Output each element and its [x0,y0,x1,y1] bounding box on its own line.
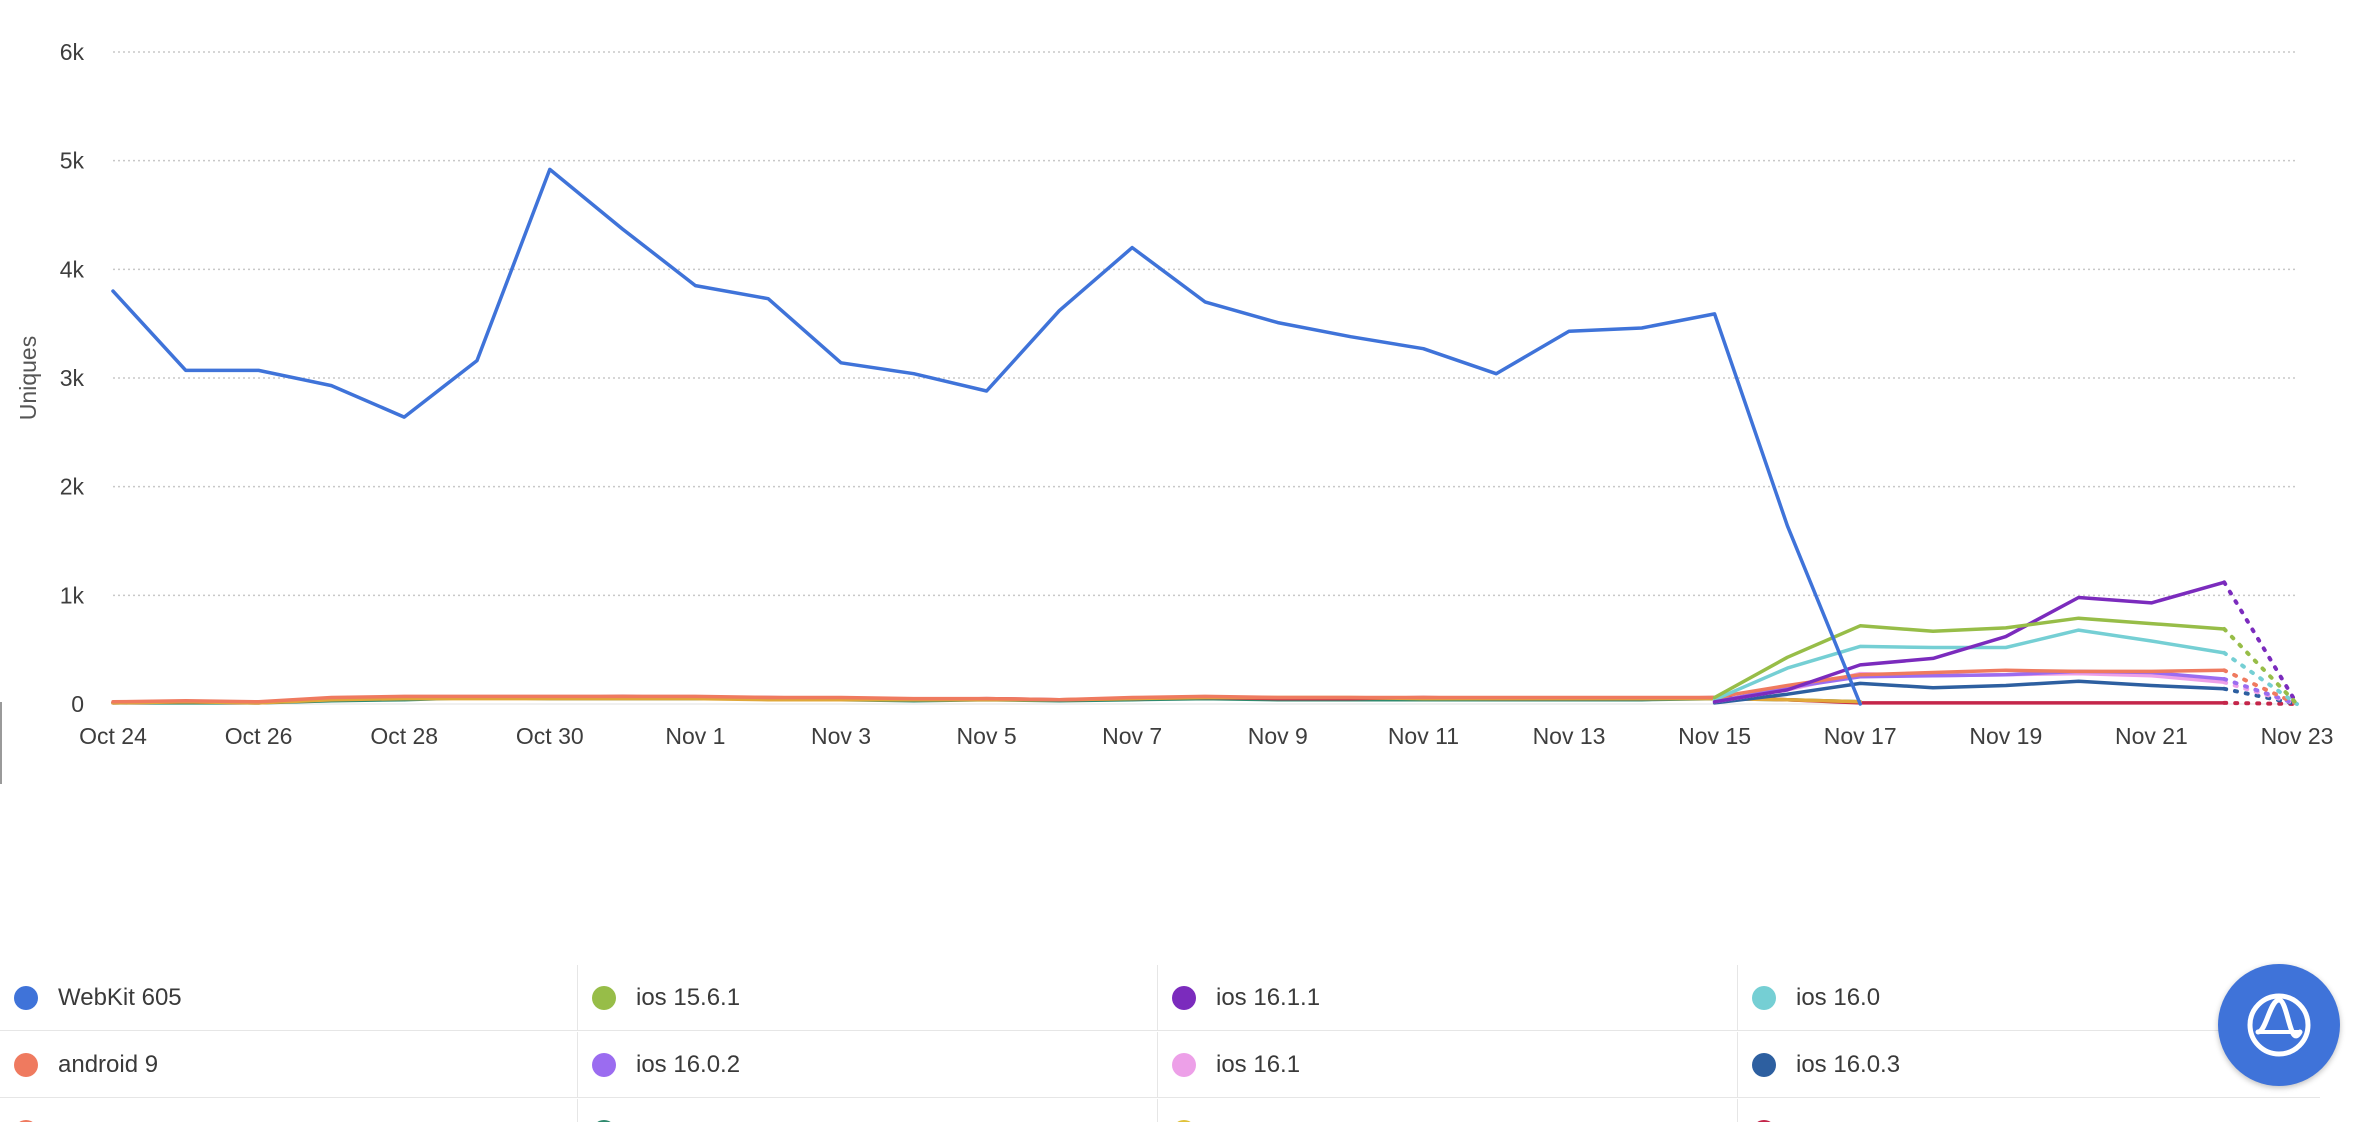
x-tick-label: Oct 24 [79,723,147,749]
legend-color-dot [592,1119,616,1122]
series-incomplete-segment [2222,580,2299,706]
legend-item[interactable] [0,1099,578,1122]
legend-item[interactable]: WebKit 605 [0,965,578,1031]
y-tick-label: 0 [71,691,84,717]
legend-color-dot [592,985,616,1010]
legend-label: ios 16.0.2 [636,1050,741,1078]
legend-item[interactable] [1158,1099,1738,1122]
amplitude-assistant-button[interactable] [2218,964,2340,1086]
x-tick-label: Nov 13 [1533,723,1606,749]
legend-color-dot [1752,1052,1776,1077]
series-incomplete-segment [2222,668,2299,706]
chart-legend: WebKit 605 ios 15.6.1 ios 16.1.1 ios 16.0 an… [0,965,2320,1122]
legend-item[interactable]: ios 16.0.3 [1738,1032,2320,1098]
x-tick-label: Nov 19 [1969,723,2042,749]
legend-label: ios 16.0.3 [1796,1050,1901,1078]
legend-color-dot [14,985,38,1010]
x-tick-label: Oct 30 [516,723,584,749]
legend-label: ios 16.0 [1796,983,1881,1011]
series-line [1712,616,2226,700]
legend-label: ios 15.6.1 [636,983,741,1011]
legend-item[interactable]: android 9 [0,1032,578,1098]
legend-color-dot [1752,985,1776,1010]
legend-color-dot [1172,1052,1196,1077]
panel-resize-handle[interactable] [0,702,2,784]
legend-label: WebKit 605 [58,983,182,1011]
legend-item[interactable]: ios 16.0 [1738,965,2320,1031]
legend-color-dot [14,1119,38,1122]
legend-color-dot [1172,1119,1196,1122]
series-line [1712,679,2226,705]
legend-label: ios 16.1 [1216,1050,1301,1078]
x-tick-label: Nov 5 [957,723,1017,749]
line-chart: 0 1k 2k 3k 4k 5k 6k Uniques Oct 24 Oct 26 Oct 28 Oc… [15,39,2334,749]
x-tick-label: Oct 28 [370,723,438,749]
y-tick-label: 2k [60,474,85,500]
legend-color-dot [1752,1119,1776,1122]
series-incomplete-segment [2222,686,2299,706]
legend-color-dot [1172,985,1196,1010]
series-line [111,668,2226,704]
y-tick-label: 6k [60,39,85,65]
x-tick-label: Nov 21 [2115,723,2188,749]
series-line [111,167,1862,706]
legend-item[interactable]: ios 16.1 [1158,1032,1738,1098]
amplitude-logo-icon [2247,993,2311,1057]
x-tick-label: Nov 15 [1678,723,1751,749]
series-incomplete-segment [2222,650,2299,706]
y-tick-label: 3k [60,365,85,391]
legend-item[interactable] [578,1099,1158,1122]
series-incomplete-segment [2222,700,2299,706]
y-tick-label: 1k [60,582,85,608]
series-incomplete-segment [2222,680,2299,706]
y-axis-title: Uniques [15,336,41,420]
x-tick-label: Nov 1 [665,723,725,749]
series-line [1712,580,2226,704]
legend-label: ios 16.1.1 [1216,983,1321,1011]
legend-item[interactable]: ios 16.0.2 [578,1032,1158,1098]
legend-color-dot [592,1052,616,1077]
legend-item[interactable] [1738,1099,2320,1122]
x-tick-label: Nov 17 [1824,723,1897,749]
legend-label: android 9 [58,1050,159,1078]
series-incomplete-segment [2222,627,2299,706]
legend-color-dot [14,1052,38,1077]
x-tick-label: Oct 26 [225,723,293,749]
y-tick-label: 4k [60,256,85,282]
x-tick-label: Nov 9 [1248,723,1308,749]
x-tick-label: Nov 11 [1388,723,1459,749]
legend-item[interactable]: ios 16.1.1 [1158,965,1738,1031]
x-tick-label: Nov 23 [2261,723,2334,749]
legend-item[interactable]: ios 15.6.1 [578,965,1158,1031]
x-tick-label: Nov 7 [1102,723,1162,749]
x-tick-label: Nov 3 [811,723,871,749]
y-tick-label: 5k [60,148,85,174]
